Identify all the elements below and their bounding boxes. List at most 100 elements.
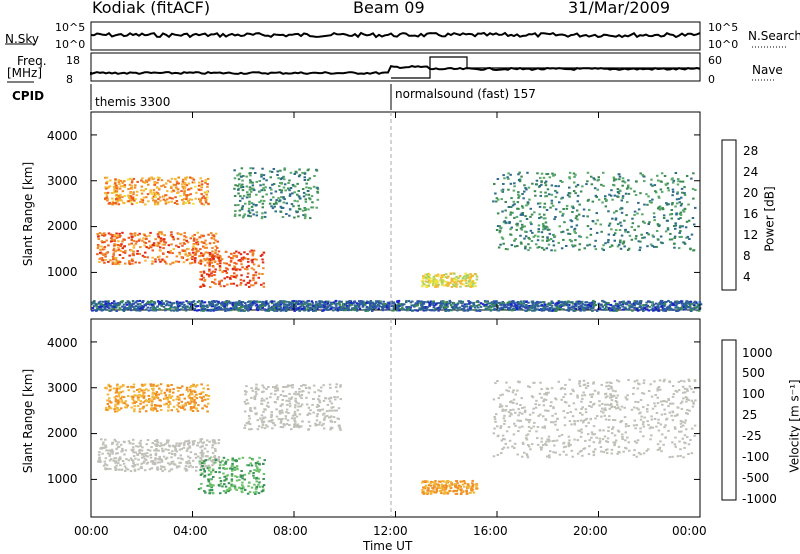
scatter-cell	[146, 306, 149, 309]
scatter-cell	[338, 300, 341, 303]
scatter-cell	[300, 385, 303, 387]
scatter-cell	[205, 444, 208, 447]
scatter-cell	[590, 175, 593, 178]
scatter-cell	[561, 230, 565, 233]
scatter-cell	[294, 185, 297, 188]
scatter-cell	[580, 301, 583, 304]
scatter-cell	[315, 300, 318, 303]
scatter-cell	[101, 446, 104, 449]
scatter-cell	[561, 181, 564, 183]
scatter-cell	[151, 303, 154, 306]
scatter-cell	[199, 271, 202, 273]
scatter-cell	[436, 280, 440, 283]
scatter-cell	[512, 305, 516, 308]
scatter-cell	[241, 216, 245, 219]
scatter-cell	[280, 207, 284, 209]
scatter-cell	[688, 302, 691, 305]
scatter-cell	[566, 300, 570, 303]
scatter-cell	[207, 394, 211, 397]
scatter-cell	[509, 213, 512, 216]
scatter-cell	[641, 213, 644, 216]
scatter-cell	[163, 397, 167, 400]
scatter-cell	[616, 305, 619, 308]
scatter-cell	[444, 276, 448, 279]
scatter-cell	[208, 254, 212, 257]
scatter-cell	[572, 309, 575, 312]
scatter-cell	[495, 197, 499, 200]
scatter-cell	[119, 386, 122, 388]
scatter-cell	[282, 175, 285, 178]
scatter-cell	[638, 249, 641, 252]
scatter-cell	[191, 466, 194, 469]
scatter-cell	[671, 188, 675, 191]
scatter-cell	[203, 462, 206, 465]
scatter-cell	[105, 464, 109, 467]
scatter-cell	[147, 309, 151, 312]
scatter-cell	[194, 302, 197, 305]
scatter-cell	[295, 300, 298, 303]
scatter-cell	[190, 261, 194, 264]
scatter-cell	[275, 202, 278, 205]
scatter-cell	[691, 187, 695, 190]
scatter-cell	[188, 402, 192, 405]
scatter-cell	[621, 308, 625, 311]
scatter-cell	[110, 237, 113, 240]
scatter-cell	[392, 301, 396, 304]
scatter-cell	[201, 308, 204, 311]
scatter-cell	[641, 236, 644, 239]
scatter-cell	[187, 465, 191, 468]
scatter-cell	[133, 410, 136, 413]
scatter-cell	[196, 409, 200, 412]
scatter-cell	[177, 305, 180, 308]
scatter-cell	[255, 386, 258, 389]
scatter-cell	[204, 259, 207, 262]
scatter-cell	[99, 300, 102, 303]
scatter-cell	[132, 396, 135, 399]
scatter-cell	[671, 194, 674, 197]
scatter-cell	[616, 191, 620, 193]
scatter-cell	[372, 306, 375, 309]
scatter-cell	[259, 305, 263, 308]
scatter-cell	[233, 265, 236, 268]
scatter-cell	[679, 211, 683, 214]
scatter-cell	[159, 383, 163, 386]
scatter-cell	[127, 389, 130, 392]
scatter-cell	[184, 440, 187, 443]
scatter-cell	[169, 402, 172, 405]
scatter-cell	[100, 257, 104, 260]
scatter-cell	[212, 234, 215, 237]
scatter-cell	[622, 240, 626, 243]
scatter-cell	[613, 232, 617, 235]
scatter-cell	[528, 198, 531, 201]
scatter-cell	[186, 455, 190, 458]
scatter-cell	[686, 300, 690, 303]
scatter-cell	[464, 274, 468, 277]
scatter-cell	[544, 217, 547, 220]
scatter-cell	[676, 191, 679, 194]
scatter-cell	[445, 305, 448, 308]
scatter-cell	[230, 485, 233, 488]
scatter-cell	[203, 465, 206, 468]
scatter-cell	[152, 199, 155, 202]
scatter-cell	[238, 457, 241, 460]
scatter-cell	[188, 441, 191, 444]
scatter-cell	[416, 309, 419, 312]
scatter-cell	[208, 242, 212, 245]
scatter-cell	[145, 181, 149, 183]
scatter-cell	[646, 245, 649, 248]
scatter-cell	[167, 251, 170, 253]
scatter-cell	[615, 210, 618, 213]
scatter-cell	[256, 428, 260, 431]
scatter-cell	[180, 190, 183, 193]
scatter-cell	[113, 304, 116, 307]
scatter-cell	[429, 277, 432, 280]
scatter-cell	[553, 249, 557, 252]
scatter-cell	[679, 217, 682, 220]
scatter-cell	[514, 245, 517, 248]
scatter-cell	[306, 303, 310, 306]
scatter-cell	[129, 199, 133, 202]
scatter-cell	[625, 303, 628, 306]
scatter-cell	[162, 184, 165, 187]
scatter-cell	[200, 275, 204, 277]
scatter-cell	[500, 236, 504, 239]
